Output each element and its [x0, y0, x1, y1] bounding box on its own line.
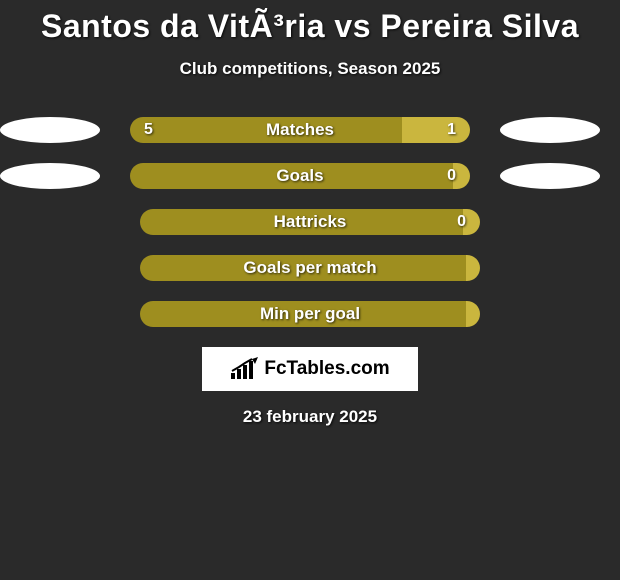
stat-value-right: 0 — [447, 167, 456, 185]
player-left-oval — [0, 117, 100, 143]
stat-row: 0Hattricks — [0, 209, 620, 235]
footer-date: 23 february 2025 — [0, 407, 620, 427]
page-subtitle: Club competitions, Season 2025 — [0, 59, 620, 79]
stat-bar-left — [140, 301, 466, 327]
stat-row: 51Matches — [0, 117, 620, 143]
stat-bar: Min per goal — [140, 301, 480, 327]
stat-value-left: 5 — [144, 121, 153, 139]
oval-placeholder — [510, 255, 610, 281]
stat-bar-left — [140, 255, 466, 281]
stat-value-right: 0 — [457, 213, 466, 231]
stat-bar-left — [140, 209, 463, 235]
stat-bar: Goals per match — [140, 255, 480, 281]
stat-bar-right: 0 — [453, 163, 470, 189]
player-right-oval — [500, 163, 600, 189]
player-right-oval — [500, 117, 600, 143]
stat-bar: 51Matches — [130, 117, 470, 143]
stat-bar: 0Goals — [130, 163, 470, 189]
chart-icon — [230, 357, 260, 381]
stat-row: Goals per match — [0, 255, 620, 281]
stat-bar-right: 1 — [402, 117, 470, 143]
stat-value-right: 1 — [447, 121, 456, 139]
page-title: Santos da VitÃ³ria vs Pereira Silva — [0, 0, 620, 45]
oval-placeholder — [10, 209, 110, 235]
oval-placeholder — [510, 209, 610, 235]
stat-bar: 0Hattricks — [140, 209, 480, 235]
footer-logo-text: FcTables.com — [264, 358, 389, 380]
stat-bar-left: 5 — [130, 117, 402, 143]
oval-placeholder — [10, 301, 110, 327]
footer-logo: FcTables.com — [202, 347, 418, 391]
oval-placeholder — [510, 301, 610, 327]
stat-bar-right — [466, 301, 480, 327]
stat-bar-left — [130, 163, 453, 189]
stat-rows-container: 51Matches0Goals0HattricksGoals per match… — [0, 117, 620, 327]
stat-bar-right: 0 — [463, 209, 480, 235]
stat-bar-right — [466, 255, 480, 281]
player-left-oval — [0, 163, 100, 189]
stat-row: Min per goal — [0, 301, 620, 327]
oval-placeholder — [10, 255, 110, 281]
stat-row: 0Goals — [0, 163, 620, 189]
